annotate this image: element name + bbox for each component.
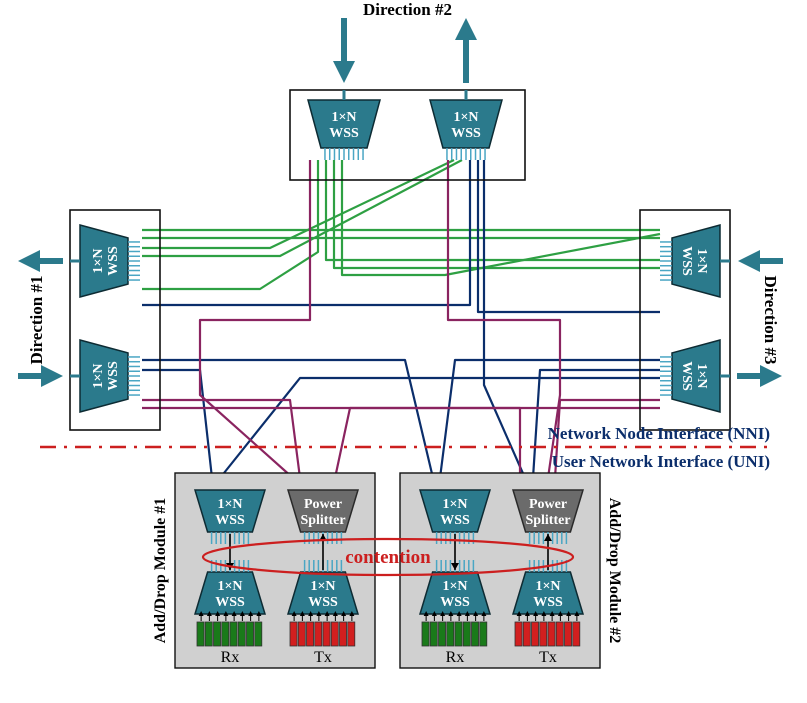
tx-slot bbox=[290, 622, 297, 646]
rx-slot bbox=[472, 622, 479, 646]
svg-text:WSS: WSS bbox=[533, 595, 563, 610]
rx-slot bbox=[247, 622, 254, 646]
svg-text:1×N: 1×N bbox=[442, 579, 467, 594]
tx-slot bbox=[323, 622, 330, 646]
tx-slot bbox=[515, 622, 522, 646]
module-label: Add/Drop Module #1 bbox=[152, 498, 169, 644]
rx-slot bbox=[238, 622, 245, 646]
svg-text:WSS: WSS bbox=[308, 595, 338, 610]
tx-slot bbox=[348, 622, 355, 646]
svg-text:WSS: WSS bbox=[106, 361, 121, 391]
svg-text:1×N: 1×N bbox=[217, 579, 242, 594]
direction-2-label: Direction #2 bbox=[363, 0, 452, 19]
svg-text:WSS: WSS bbox=[215, 513, 245, 528]
tx-label: Tx bbox=[539, 649, 557, 666]
contention-label: contention bbox=[345, 547, 431, 568]
rx-slot bbox=[222, 622, 229, 646]
svg-text:1×N: 1×N bbox=[453, 110, 478, 125]
rx-slot bbox=[463, 622, 470, 646]
tx-slot bbox=[298, 622, 305, 646]
tx-slot bbox=[556, 622, 563, 646]
tx-slot bbox=[532, 622, 539, 646]
rx-slot bbox=[255, 622, 262, 646]
svg-text:1×N: 1×N bbox=[91, 363, 106, 388]
svg-text:WSS: WSS bbox=[329, 126, 359, 141]
svg-text:WSS: WSS bbox=[440, 595, 470, 610]
rx-slot bbox=[230, 622, 237, 646]
svg-text:WSS: WSS bbox=[451, 126, 481, 141]
svg-text:1×N: 1×N bbox=[91, 248, 106, 273]
tx-label: Tx bbox=[314, 649, 332, 666]
tx-slot bbox=[548, 622, 555, 646]
svg-text:Splitter: Splitter bbox=[300, 513, 345, 528]
rx-slot bbox=[214, 622, 221, 646]
svg-text:1×N: 1×N bbox=[442, 497, 467, 512]
rx-slot bbox=[430, 622, 437, 646]
direction-1-label: Direction #1 bbox=[27, 276, 46, 365]
rx-slot bbox=[439, 622, 446, 646]
uni-label: User Network Interface (UNI) bbox=[552, 452, 770, 471]
direction-3-label: Direction #3 bbox=[761, 276, 780, 365]
svg-text:1×N: 1×N bbox=[694, 248, 709, 273]
tx-slot bbox=[565, 622, 572, 646]
rx-label: Rx bbox=[221, 649, 240, 666]
svg-text:Power: Power bbox=[304, 497, 342, 512]
tx-slot bbox=[340, 622, 347, 646]
svg-text:WSS: WSS bbox=[440, 513, 470, 528]
tx-slot bbox=[315, 622, 322, 646]
svg-text:WSS: WSS bbox=[679, 246, 694, 276]
rx-slot bbox=[422, 622, 429, 646]
rx-slot bbox=[197, 622, 204, 646]
rx-slot bbox=[447, 622, 454, 646]
svg-text:WSS: WSS bbox=[679, 361, 694, 391]
svg-text:1×N: 1×N bbox=[535, 579, 560, 594]
svg-text:Power: Power bbox=[529, 497, 567, 512]
svg-text:WSS: WSS bbox=[106, 246, 121, 276]
svg-text:1×N: 1×N bbox=[310, 579, 335, 594]
rx-label: Rx bbox=[446, 649, 465, 666]
rx-slot bbox=[455, 622, 462, 646]
svg-text:WSS: WSS bbox=[215, 595, 245, 610]
module-label: Add/Drop Module #2 bbox=[606, 498, 623, 644]
nni-label: Network Node Interface (NNI) bbox=[548, 424, 770, 443]
tx-slot bbox=[573, 622, 580, 646]
diagram-canvas: Add/Drop Module #1Add/Drop Module #21×NW… bbox=[0, 0, 807, 703]
tx-slot bbox=[523, 622, 530, 646]
rx-slot bbox=[205, 622, 212, 646]
svg-text:1×N: 1×N bbox=[217, 497, 242, 512]
tx-slot bbox=[540, 622, 547, 646]
svg-text:Splitter: Splitter bbox=[525, 513, 570, 528]
rx-slot bbox=[480, 622, 487, 646]
tx-slot bbox=[331, 622, 338, 646]
tx-slot bbox=[307, 622, 314, 646]
svg-text:1×N: 1×N bbox=[331, 110, 356, 125]
svg-text:1×N: 1×N bbox=[694, 363, 709, 388]
